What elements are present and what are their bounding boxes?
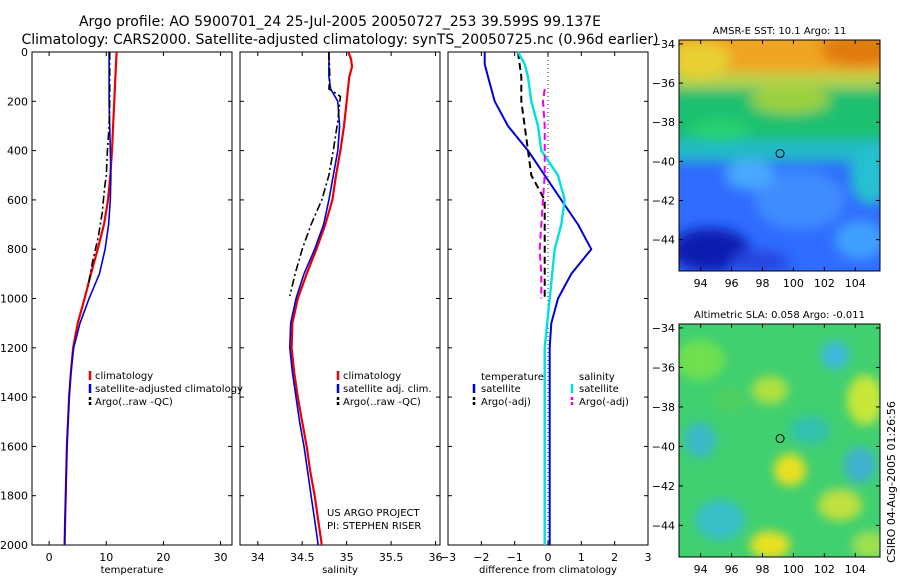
sst-map-xtick-label: 94 [694, 277, 708, 290]
sla-map-ytick-label: −38 [652, 401, 675, 414]
difference-xtick-label: −3 [440, 551, 456, 564]
difference-panel: −3 −2 −1 0 1 2 3 difference from climatology tem… [440, 51, 652, 576]
sst-map-xtick-label: 102 [814, 277, 835, 290]
temperature-xtick-label: 10 [99, 551, 113, 564]
salinity-legend-label: climatology [343, 371, 401, 382]
salinity-series-argo-raw-qc- [289, 51, 342, 297]
sst-map-xtick-label: 104 [845, 277, 866, 290]
sst-map-xtick-label: 98 [755, 277, 769, 290]
difference-legend-label: satellite [481, 384, 521, 395]
temperature-series-satellite-adjusted-climatology [63, 52, 112, 546]
sla-map-panel: Altimetric SLA: 0.058 Argo: -0.011 94 96 98… [652, 310, 881, 576]
depth-tick-label: 800 [7, 243, 28, 256]
sst-map-frame [678, 39, 881, 272]
difference-xtick-label: 2 [611, 551, 618, 564]
difference-series-salinity-satellite [516, 51, 566, 545]
sst-map-argo-marker [775, 149, 785, 159]
temperature-series-climatology [63, 51, 118, 546]
sla-map-ytick-label: −44 [652, 519, 675, 532]
sla-map-argo-marker [775, 434, 785, 444]
sla-map-ytick-label: −36 [652, 361, 675, 374]
sst-map-xtick-label: 100 [783, 277, 804, 290]
temperature-xtick-label: 20 [156, 551, 170, 564]
sla-map-xtick-label: 96 [725, 563, 739, 576]
difference-series-temperature-satellite [483, 52, 593, 545]
sla-map-ytick-label: −42 [652, 480, 675, 493]
depth-tick-label: 0 [21, 46, 28, 59]
sla-map-frame [678, 323, 881, 558]
depth-tick-label: 200 [7, 95, 28, 108]
sla-map-xtick-label: 104 [845, 563, 866, 576]
depth-tick-label: 600 [7, 194, 28, 207]
salinity-panel: 34 34.5 35 35.5 36 salinity climatology satelli… [239, 51, 443, 576]
sst-heatmap [679, 40, 880, 271]
salinity-xtick-label: 36 [429, 551, 443, 564]
sst-map-ytick-label: −44 [652, 234, 675, 247]
sst-map-ytick-label: −38 [652, 116, 675, 129]
project-annotation: PI: STEPHEN RISER [327, 521, 421, 532]
difference-series-salinity-argo-adj- [538, 88, 546, 299]
depth-tick-label: 1800 [0, 490, 28, 503]
sla-map-xtick-label: 102 [814, 563, 835, 576]
salinity-legend-label: satellite adj. clim. [343, 384, 432, 395]
salinity-xtick-label: 35 [340, 551, 354, 564]
difference-xtick-label: 3 [645, 551, 652, 564]
temperature-legend-label: climatology [95, 371, 153, 382]
difference-xlabel: difference from climatology [479, 565, 617, 576]
salinity-xtick-label: 34.5 [290, 551, 315, 564]
sst-map-ytick-label: −34 [652, 38, 675, 51]
temperature-axes-frame [31, 51, 233, 546]
salinity-xtick-label: 34 [251, 551, 265, 564]
difference-xtick-label: −1 [507, 551, 523, 564]
header-line-1: Argo profile: AO 5900701_24 25-Jul-2005 … [79, 14, 601, 30]
salinity-xlabel: salinity [322, 565, 358, 576]
sst-map-ytick-label: −42 [652, 195, 675, 208]
temperature-panel: 0 10 20 30 0 200 400 600 800 1000 1200 1400 1600 1800… [0, 46, 243, 576]
difference-legend-label: satellite [579, 384, 619, 395]
temperature-legend-label: satellite-adjusted climatology [95, 384, 243, 395]
difference-xtick-label: 1 [578, 551, 585, 564]
depth-tick-label: 1600 [0, 440, 28, 453]
depth-tick-label: 400 [7, 145, 28, 158]
sla-map-xtick-label: 100 [783, 563, 804, 576]
sst-map-ytick-label: −40 [652, 155, 675, 168]
credit-stamp: CSIRO 04-Aug-2005 01:26:56 [885, 401, 898, 563]
difference-legend-title: salinity [579, 372, 615, 383]
temperature-series-argo-raw-qc- [87, 52, 111, 287]
salinity-legend-label: Argo(..raw -QC) [343, 397, 421, 408]
depth-tick-label: 2000 [0, 539, 28, 552]
depth-tick-label: 1000 [0, 293, 28, 306]
temperature-xlabel: temperature [101, 565, 164, 576]
sla-map-ytick-label: −40 [652, 440, 675, 453]
difference-legend-title: temperature [481, 372, 544, 383]
depth-tick-label: 1200 [0, 342, 28, 355]
difference-xtick-label: 0 [545, 551, 552, 564]
sst-map-title: AMSR-E SST: 10.1 Argo: 11 [713, 26, 847, 37]
sla-map-xtick-label: 98 [755, 563, 769, 576]
sla-heatmap [679, 324, 880, 557]
difference-legend-label: Argo(-adj) [481, 397, 531, 408]
sla-map-xtick-label: 94 [694, 563, 708, 576]
depth-tick-label: 1400 [0, 391, 28, 404]
difference-xtick-label: −2 [473, 551, 489, 564]
difference-axes-frame [447, 51, 649, 546]
project-annotation: US ARGO PROJECT [327, 508, 421, 519]
sla-map-ytick-label: −34 [652, 322, 675, 335]
sst-map-ytick-label: −36 [652, 77, 675, 90]
sst-map-xtick-label: 96 [725, 277, 739, 290]
temperature-xtick-label: 30 [214, 551, 228, 564]
difference-legend-label: Argo(-adj) [579, 397, 629, 408]
sst-map-panel: AMSR-E SST: 10.1 Argo: 11 94 96 98 100 102 104… [652, 26, 881, 290]
temperature-legend-label: Argo(..raw -QC) [95, 397, 173, 408]
temperature-xtick-label: 0 [46, 551, 53, 564]
header-line-2: Climatology: CARS2000. Satellite-adjuste… [21, 32, 658, 48]
difference-series-temperature-argo-adj- [517, 51, 546, 299]
salinity-xtick-label: 35.5 [379, 551, 404, 564]
sla-map-title: Altimetric SLA: 0.058 Argo: -0.011 [694, 310, 865, 321]
salinity-series-climatology [290, 51, 354, 546]
